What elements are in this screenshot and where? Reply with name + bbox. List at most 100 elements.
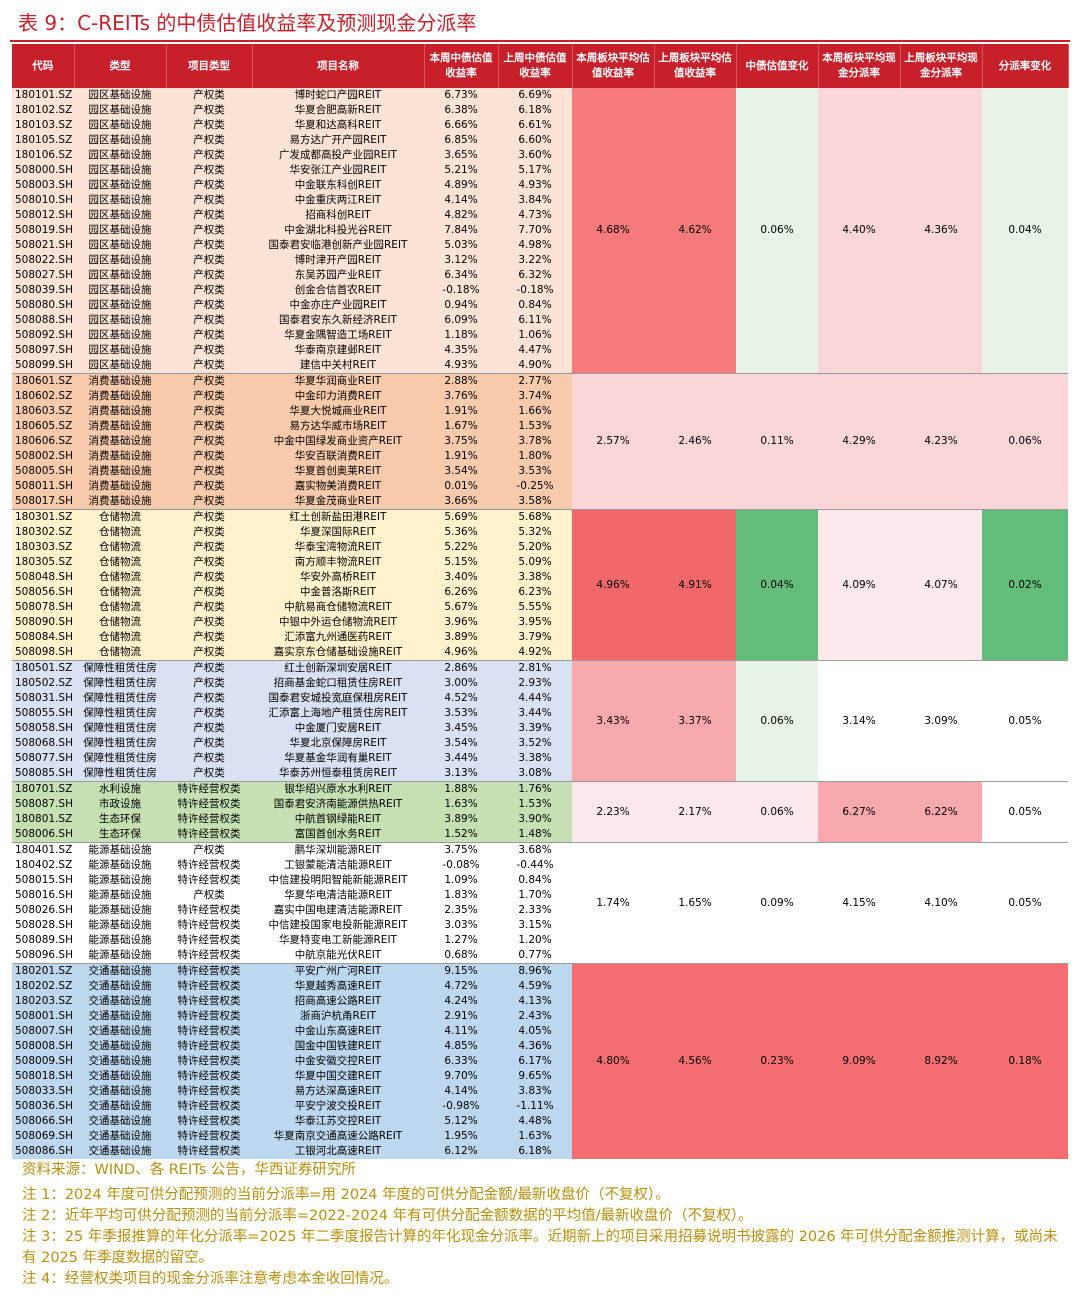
header-yield-last-week[interactable]: 上周中债估值收益率: [498, 44, 573, 88]
cell-code: 508033.SH: [12, 1084, 74, 1099]
cell-project-type: 产权类: [166, 419, 252, 434]
cell-yield-this-week: 3.54%: [424, 736, 498, 751]
cell-project-name: 中金重庆两江REIT: [252, 193, 424, 208]
cell-project-type: 特许经营权类: [166, 918, 252, 933]
cell-project-name: 华夏特变电工新能源REIT: [252, 933, 424, 948]
cell-code: 508031.SH: [12, 691, 74, 706]
cell-yield-this-week: 1.18%: [424, 328, 498, 343]
table-row: 508006.SH 生态环保 特许经营权类 富国首创水务REIT 1.52% 1.48%: [12, 827, 1068, 843]
cell-type: 交通基础设施: [74, 1039, 166, 1054]
header-dist-change[interactable]: 分派率变化: [982, 44, 1069, 88]
cell-yield-last-week: 4.98%: [498, 238, 572, 253]
cell-yield-last-week: 5.32%: [498, 525, 572, 540]
cell-yield-last-week: 6.60%: [498, 133, 572, 148]
cell-yield-last-week: 2.43%: [498, 1009, 572, 1024]
cell-dist-this-week: 3.14%: [818, 660, 900, 782]
cell-type: 仓储物流: [74, 615, 166, 630]
cell-code: 508080.SH: [12, 298, 74, 313]
header-code[interactable]: 代码: [12, 44, 75, 88]
cell-project-name: 华夏首创奥莱REIT: [252, 464, 424, 479]
cell-code: 180602.SZ: [12, 389, 74, 404]
table-row: 180101.SZ 园区基础设施 产权类 博时蛇口产园REIT 6.73% 6.69% 4.…: [12, 88, 1068, 374]
cell-project-type: 产权类: [166, 148, 252, 163]
header-dist-last-week[interactable]: 上周板块平均现金分派率: [900, 44, 983, 88]
cell-project-name: 国泰君安东久新经济REIT: [252, 313, 424, 328]
cell-yield-this-week: 5.36%: [424, 525, 498, 540]
cell-type: 园区基础设施: [74, 133, 166, 148]
cell-yield-last-week: 1.66%: [498, 404, 572, 419]
cell-code: 508005.SH: [12, 464, 74, 479]
header-project-name[interactable]: 项目名称: [252, 44, 425, 88]
cell-yield-this-week: 0.94%: [424, 298, 498, 313]
header-sector-yield-this-week[interactable]: 本周板块平均估值收益率: [572, 44, 655, 88]
header-project-type[interactable]: 项目类型: [166, 44, 253, 88]
cell-type: 生态环保: [74, 827, 166, 843]
cell-project-name: 广发成都高投产业园REIT: [252, 148, 424, 163]
cell-project-name: 博时蛇口产园REIT: [252, 88, 424, 103]
cell-yield-last-week: 0.77%: [498, 948, 572, 964]
cell-code: 180301.SZ: [12, 509, 74, 525]
cell-yield-last-week: 3.22%: [498, 253, 572, 268]
table-row: 180602.SZ 消费基础设施 产权类 中金印力消费REIT 3.76% 3.74%: [12, 389, 1068, 404]
cell-project-type: 特许经营权类: [166, 797, 252, 812]
table-row: 508089.SH 能源基础设施 特许经营权类 华夏特变电工新能源REIT 1.27% 1…: [12, 933, 1068, 948]
cell-type: 交通基础设施: [74, 1024, 166, 1039]
cell-project-type: 特许经营权类: [166, 1009, 252, 1024]
cell-yield-last-week: 5.17%: [498, 163, 572, 178]
cell-yield-last-week: 3.60%: [498, 148, 572, 163]
cell-dist-last-week: 6.22%: [900, 781, 982, 843]
cell-type: 消费基础设施: [74, 404, 166, 419]
cell-project-name: 中金中国绿发商业资产REIT: [252, 434, 424, 449]
table-row: 508026.SH 能源基础设施 特许经营权类 嘉实中国电建清洁能源REIT 2.35%…: [12, 903, 1068, 918]
cell-project-type: 特许经营权类: [166, 963, 252, 979]
cell-yield-this-week: 6.12%: [424, 1144, 498, 1159]
cell-dist-last-week: 4.07%: [900, 509, 982, 661]
cell-yield-last-week: 3.95%: [498, 615, 572, 630]
header-yield-this-week[interactable]: 本周中债估值收益率: [424, 44, 499, 88]
cell-type: 园区基础设施: [74, 358, 166, 374]
reits-table: 代码 类型 项目类型 项目名称 本周中债估值收益率 上周中债估值收益率 本周板块…: [12, 44, 1069, 1159]
table-row: 508002.SH 消费基础设施 产权类 华安百联消费REIT 1.91% 1.80%: [12, 449, 1068, 464]
table-row: 180303.SZ 仓储物流 产权类 华泰宝湾物流REIT 5.22% 5.20%: [12, 540, 1068, 555]
cell-project-name: 华夏中国交建REIT: [252, 1069, 424, 1084]
header-type[interactable]: 类型: [74, 44, 167, 88]
header-yield-change[interactable]: 中债估值变化: [736, 44, 819, 88]
cell-code: 508022.SH: [12, 253, 74, 268]
cell-type: 仓储物流: [74, 585, 166, 600]
table-row: 508033.SH 交通基础设施 特许经营权类 易方达深高速REIT 4.14% 3.83…: [12, 1084, 1068, 1099]
cell-project-type: 产权类: [166, 389, 252, 404]
cell-code: 508068.SH: [12, 736, 74, 751]
cell-yield-last-week: 3.53%: [498, 464, 572, 479]
table-row: 508021.SH 园区基础设施 产权类 国泰君安临港创新产业园REIT 5.03% 4.…: [12, 238, 1068, 253]
cell-code: 180202.SZ: [12, 979, 74, 994]
table-row: 180606.SZ 消费基础设施 产权类 中金中国绿发商业资产REIT 3.75% 3.7…: [12, 434, 1068, 449]
header-sector-yield-last-week[interactable]: 上周板块平均估值收益率: [654, 44, 737, 88]
cell-yield-this-week: 6.38%: [424, 103, 498, 118]
cell-yield-this-week: 2.35%: [424, 903, 498, 918]
cell-type: 交通基础设施: [74, 1009, 166, 1024]
table-row: 508011.SH 消费基础设施 产权类 嘉实物美消费REIT 0.01% -0.25%: [12, 479, 1068, 494]
cell-project-type: 产权类: [166, 238, 252, 253]
cell-code: 180606.SZ: [12, 434, 74, 449]
cell-project-type: 产权类: [166, 494, 252, 510]
cell-sector-yield-last-week: 1.65%: [654, 842, 736, 964]
cell-dist-this-week: 4.09%: [818, 509, 900, 661]
cell-code: 180303.SZ: [12, 540, 74, 555]
cell-project-name: 华夏金隅智造工场REIT: [252, 328, 424, 343]
header-dist-this-week[interactable]: 本周板块平均现金分派率: [818, 44, 901, 88]
header-row: 代码 类型 项目类型 项目名称 本周中债估值收益率 上周中债估值收益率 本周板块…: [12, 44, 1069, 88]
cell-type: 交通基础设施: [74, 1084, 166, 1099]
cell-type: 消费基础设施: [74, 434, 166, 449]
cell-yield-this-week: 4.35%: [424, 343, 498, 358]
cell-project-type: 产权类: [166, 645, 252, 661]
cell-yield-this-week: 4.11%: [424, 1024, 498, 1039]
cell-yield-this-week: 4.93%: [424, 358, 498, 374]
cell-project-type: 产权类: [166, 600, 252, 615]
cell-yield-last-week: 1.53%: [498, 419, 572, 434]
cell-yield-this-week: 4.14%: [424, 193, 498, 208]
cell-yield-last-week: -0.25%: [498, 479, 572, 494]
cell-yield-last-week: 4.47%: [498, 343, 572, 358]
cell-type: 保障性租赁住房: [74, 691, 166, 706]
cell-dist-change: 0.05%: [982, 781, 1068, 843]
cell-code: 508098.SH: [12, 645, 74, 661]
